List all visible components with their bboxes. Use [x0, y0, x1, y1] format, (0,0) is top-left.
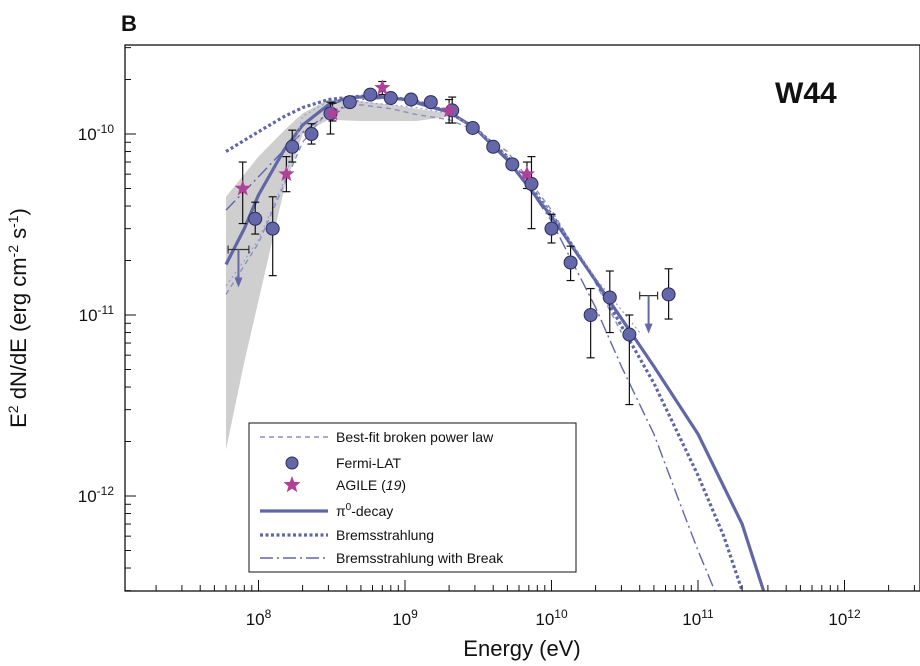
fermi-point [383, 91, 398, 106]
y-axis-title-sup2: -2 [5, 245, 21, 258]
agile-point [441, 101, 458, 118]
legend-label-pi0-sup: 0 [346, 502, 352, 513]
agile-point [518, 165, 535, 181]
legend-label-agile: AGILE (19) [336, 477, 406, 493]
y-axis-title-base: E [6, 413, 31, 428]
legend-label-bremsstrahlung-break: Bremsstrahlung with Break [336, 550, 504, 566]
agile-point [324, 104, 341, 121]
x-tick-label: 1010 [535, 607, 568, 629]
x-tick-label-base: 10 [246, 610, 265, 629]
legend-label-agile-text: AGILE ( [336, 477, 386, 493]
legend-label-broken-power-law: Best-fit broken power law [336, 429, 494, 445]
agile-point [278, 165, 295, 181]
fermi-point [544, 221, 559, 236]
y-tick-label-exp: -11 [98, 303, 115, 317]
y-axis-title-s: s [6, 228, 31, 245]
fermi-point [602, 290, 617, 305]
x-axis-title: Energy (eV) [463, 636, 580, 661]
x-tick-label-base: 10 [682, 610, 701, 629]
y-tick-label-base: 10 [78, 125, 97, 144]
legend: Best-fit broken power law Fermi-LAT AGIL… [248, 422, 577, 573]
legend-swatch-agile [283, 476, 301, 493]
fermi-point [583, 308, 598, 322]
source-label: W44 [775, 77, 837, 110]
fermi-point [265, 221, 280, 236]
x-tick-label-exp: 8 [265, 607, 272, 621]
agile-point [374, 79, 391, 95]
fermi-point [622, 327, 637, 342]
plot-frame [124, 44, 920, 592]
legend-box [248, 422, 577, 573]
x-tick-label: 1012 [828, 607, 861, 629]
panel-label: B [121, 11, 137, 36]
confidence-band [226, 99, 450, 450]
y-axis-title-sup3: -1 [5, 215, 21, 228]
x-tick-label-exp: 11 [701, 607, 714, 621]
curve-bremsstrahlung-break [225, 97, 716, 591]
x-tick-label-base: 10 [392, 610, 411, 629]
fermi-point [363, 87, 378, 102]
y-tick-label: 10-11 [79, 303, 115, 325]
legend-label-pi0-text: π [336, 503, 346, 519]
fermi-point [423, 95, 438, 110]
fermi-point [486, 139, 501, 154]
fermi-point [505, 157, 520, 172]
confidence-band-layer [226, 99, 450, 450]
y-tick-label: 10-10 [78, 122, 115, 144]
y-axis-title-mid: dN/dE (erg cm [6, 257, 31, 405]
x-tick-label: 1011 [682, 607, 714, 629]
x-tick-label-exp: 9 [411, 607, 418, 621]
fermi-point [563, 255, 578, 270]
legend-label-bremsstrahlung: Bremsstrahlung [336, 527, 434, 543]
legend-label-pi0-decay: π0-decay [336, 502, 393, 519]
legend-swatch-fermi [285, 456, 299, 470]
data-points-layer [227, 79, 676, 406]
upper-limit-arrow-head [234, 277, 243, 288]
legend-label-pi0-end: -decay [351, 503, 393, 519]
y-axis-title-end: ) [6, 208, 31, 215]
fermi-point [661, 287, 676, 302]
x-tick-label-exp: 10 [554, 607, 568, 621]
x-axis-ticks: 108 109 1010 1011 1012 [155, 580, 915, 629]
y-tick-label-base: 10 [79, 306, 98, 325]
fermi-point [465, 120, 480, 135]
upper-limit-arrow-head [644, 323, 653, 334]
y-tick-label-exp: -10 [97, 122, 115, 136]
x-tick-label-exp: 12 [847, 607, 861, 621]
y-tick-label-exp: -12 [97, 484, 115, 498]
y-tick-label-base: 10 [78, 487, 97, 506]
x-tick-label: 109 [392, 607, 418, 629]
fermi-point [285, 139, 300, 154]
fermi-point [248, 211, 263, 226]
fermi-point [404, 92, 419, 107]
fermi-point [524, 176, 539, 191]
fermi-point [304, 127, 319, 141]
x-tick-label: 108 [246, 607, 272, 629]
curve-broken-power-law [225, 104, 623, 333]
legend-label-agile-ref: 19 [386, 477, 402, 493]
y-tick-label: 10-12 [78, 484, 115, 506]
y-axis-title-sup1: 2 [5, 405, 21, 413]
agile-point [234, 180, 251, 196]
x-tick-label-base: 10 [828, 610, 847, 629]
x-tick-label-base: 10 [535, 610, 554, 629]
legend-label-fermi: Fermi-LAT [336, 455, 402, 471]
y-axis-title: E2 dN/dE (erg cm-2 s-1) [5, 208, 31, 428]
fermi-point [342, 95, 357, 110]
legend-label-agile-end: ) [401, 477, 406, 493]
